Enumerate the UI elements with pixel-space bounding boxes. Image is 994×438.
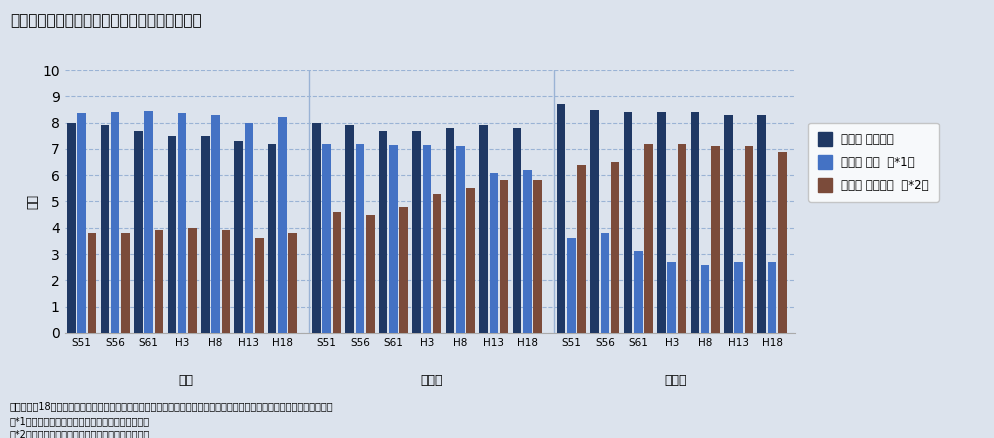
Bar — [778, 152, 786, 333]
Bar — [121, 233, 130, 333]
Bar — [155, 230, 163, 333]
Bar — [701, 265, 710, 333]
Text: （*2）３次活動から受診診療・その他を除いたもの: （*2）３次活動から受診診療・その他を除いたもの — [10, 429, 150, 438]
Bar — [346, 125, 354, 333]
Bar — [433, 194, 441, 333]
Bar — [278, 117, 286, 333]
Bar — [767, 262, 776, 333]
Bar — [513, 128, 521, 333]
Bar — [445, 128, 454, 333]
Bar — [111, 112, 119, 333]
Bar — [267, 144, 276, 333]
Bar — [623, 112, 632, 333]
Text: （*1）２次活動から仕事・通勤時間を合計したもの: （*1）２次活動から仕事・通勤時間を合計したもの — [10, 416, 150, 426]
Bar — [134, 131, 143, 333]
Bar — [390, 145, 398, 333]
Bar — [456, 146, 464, 333]
Y-axis label: 時間: 時間 — [27, 194, 40, 209]
Bar — [611, 162, 619, 333]
Bar — [600, 233, 609, 333]
Bar — [144, 111, 153, 333]
Text: 土曜日: 土曜日 — [419, 374, 442, 387]
Bar — [466, 188, 475, 333]
Bar — [178, 113, 187, 333]
Bar — [245, 123, 253, 333]
Bar — [644, 144, 653, 333]
Bar — [235, 141, 243, 333]
Bar — [222, 230, 230, 333]
Bar — [657, 112, 666, 333]
Bar — [422, 145, 431, 333]
Bar — [533, 180, 542, 333]
Bar — [356, 144, 365, 333]
Bar — [590, 110, 598, 333]
Bar — [557, 104, 566, 333]
Bar — [500, 180, 508, 333]
Bar — [479, 125, 488, 333]
Bar — [757, 115, 766, 333]
Bar — [322, 144, 331, 333]
Bar — [735, 262, 743, 333]
Bar — [312, 123, 321, 333]
Text: 資料：平成18年度社会生活基本調査「男女、ふだんの就業状態、曜日、行動の種類別総平均時間の推移」より環境省作成: 資料：平成18年度社会生活基本調査「男女、ふだんの就業状態、曜日、行動の種類別総… — [10, 401, 334, 411]
Bar — [255, 238, 263, 333]
Bar — [100, 125, 109, 333]
Bar — [168, 136, 176, 333]
Bar — [568, 238, 576, 333]
Bar — [489, 173, 498, 333]
Bar — [578, 165, 586, 333]
Bar — [400, 207, 409, 333]
Bar — [68, 123, 76, 333]
Bar — [188, 228, 197, 333]
Bar — [366, 215, 375, 333]
Legend: 有業者 睡眠時間, 有業者 仕事  （*1）, 有業者 余暇活動  （*2）: 有業者 睡眠時間, 有業者 仕事 （*1）, 有業者 余暇活動 （*2） — [808, 123, 938, 201]
Bar — [212, 115, 220, 333]
Bar — [413, 131, 420, 333]
Bar — [711, 146, 720, 333]
Bar — [691, 112, 699, 333]
Bar — [634, 251, 642, 333]
Bar — [333, 212, 341, 333]
Text: 日曜日: 日曜日 — [665, 374, 687, 387]
Bar — [523, 170, 532, 333]
Bar — [678, 144, 686, 333]
Text: 生活時間の使い方の推移（睡眠、就業、余暇）: 生活時間の使い方の推移（睡眠、就業、余暇） — [10, 13, 202, 28]
Bar — [379, 131, 388, 333]
Bar — [288, 233, 297, 333]
Bar — [78, 113, 86, 333]
Text: 平日: 平日 — [179, 374, 194, 387]
Bar — [201, 136, 210, 333]
Bar — [745, 146, 753, 333]
Bar — [667, 262, 676, 333]
Bar — [87, 233, 96, 333]
Bar — [724, 115, 733, 333]
